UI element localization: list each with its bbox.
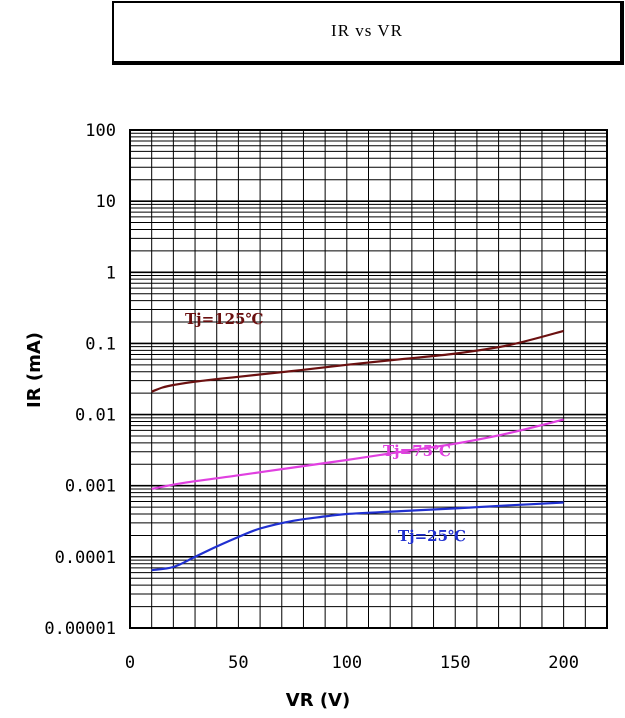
plot-frame bbox=[129, 129, 608, 629]
y-tick-label: 0.00001 bbox=[44, 619, 116, 639]
x-tick-label: 50 bbox=[228, 653, 248, 673]
x-tick-label: 100 bbox=[331, 653, 362, 673]
series-line-2 bbox=[151, 501, 564, 572]
y-tick-label: 10 bbox=[96, 192, 116, 212]
chart-title: IR vs VR bbox=[331, 21, 403, 40]
series-annotation-2: Tj=25℃ bbox=[398, 527, 466, 545]
y-tick-label: 1 bbox=[106, 263, 116, 283]
tick-labels: 0 50 100 150 200 0.00001 0.0001 0.001 0.01 0.1 1 10… bbox=[44, 121, 579, 673]
x-axis-label: VR (V) bbox=[286, 690, 350, 711]
y-tick-label: 0.01 bbox=[75, 406, 116, 426]
series-annotations: Tj=125℃ Tj=75℃ Tj=25℃ bbox=[185, 310, 466, 545]
y-tick-label: 100 bbox=[85, 121, 116, 141]
series-line-1 bbox=[151, 418, 564, 491]
chart-title-box: IR vs VR bbox=[112, 1, 624, 65]
x-tick-label: 200 bbox=[548, 653, 579, 673]
series-annotation-1: Tj=75℃ bbox=[383, 442, 451, 460]
series-annotation-0: Tj=125℃ bbox=[185, 310, 263, 328]
x-tick-label: 150 bbox=[440, 653, 471, 673]
y-tick-label: 0.001 bbox=[65, 477, 116, 497]
series-layer bbox=[151, 329, 564, 572]
plot-grid bbox=[129, 129, 608, 629]
x-tick-label: 0 bbox=[125, 653, 135, 673]
series-line-0 bbox=[151, 329, 564, 393]
y-axis-label: IR (mA) bbox=[24, 332, 45, 408]
y-tick-label: 0.1 bbox=[85, 334, 116, 354]
y-tick-label: 0.0001 bbox=[55, 548, 116, 568]
